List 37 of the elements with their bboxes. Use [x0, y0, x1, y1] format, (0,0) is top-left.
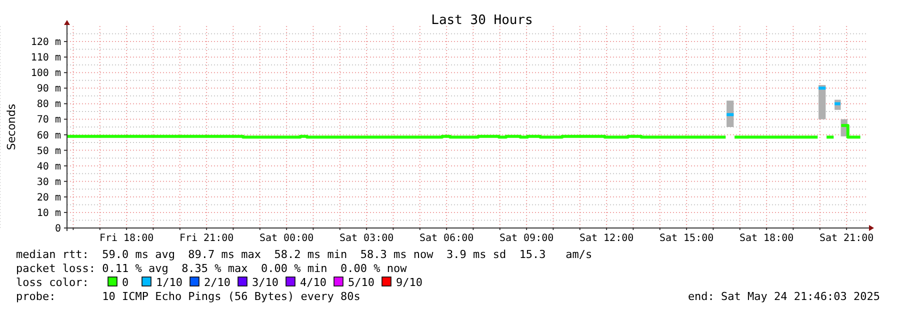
text: end: Sat May 24 21:46:03 2025	[688, 290, 880, 303]
x-tick-label: Sat 15:00	[659, 233, 714, 244]
x-tick-label: Fri 21:00	[179, 233, 234, 244]
y-tick-label: 20 m	[36, 192, 61, 204]
x-tick-label: Sat 00:00	[259, 233, 314, 244]
y-tick-label: 10 m	[36, 208, 61, 219]
x-tick-label: Sat 09:00	[499, 233, 554, 244]
legend-title: loss color:	[16, 276, 89, 289]
y-tick-label: 90 m	[36, 84, 61, 95]
y-tick-label: 30 m	[36, 176, 61, 188]
y-axis-title: Seconds	[5, 104, 18, 150]
legend-label: 0	[122, 276, 129, 289]
legend-label: 3/10	[252, 276, 278, 289]
text: probe: 10 ICMP Echo Pings (56 Bytes) every 80s	[16, 290, 360, 303]
legend-label: 2/10	[204, 276, 230, 289]
y-tick-label: 60 m	[36, 130, 61, 142]
y-tick-label: 70 m	[36, 114, 61, 126]
legend-label: 9/10	[396, 276, 422, 289]
y-tick-label: 120 m	[30, 37, 61, 48]
x-tick-label: Sat 21:00	[819, 233, 874, 244]
legend-label: 1/10	[156, 276, 182, 289]
text: packet loss: 0.11 % avg 8.35 % max 0.00 % min 0.00 % now	[16, 262, 408, 275]
x-tick-label: Sat 12:00	[579, 233, 634, 244]
legend-label: 5/10	[348, 276, 374, 289]
chart-title: Last 30 Hours	[431, 13, 533, 28]
text: median rtt: 59.0 ms avg 89.7 ms max 58.2 ms min 58.3 ms now 3.9 ms sd 15.3 am/s	[16, 248, 592, 261]
x-tick-label: Sat 03:00	[339, 233, 394, 244]
y-tick-label: 40 m	[36, 161, 61, 172]
y-tick-label: 50 m	[36, 146, 61, 157]
x-tick-label: Fri 18:00	[99, 233, 154, 244]
legend-label: 4/10	[300, 276, 326, 289]
y-tick-label: 110 m	[30, 52, 61, 64]
x-tick-label: Sat 18:00	[739, 233, 794, 244]
x-tick-label: Sat 06:00	[419, 233, 474, 244]
y-tick-label: 100 m	[30, 68, 61, 80]
y-tick-label: 80 m	[36, 99, 61, 110]
y-tick-label: 0	[54, 224, 61, 234]
